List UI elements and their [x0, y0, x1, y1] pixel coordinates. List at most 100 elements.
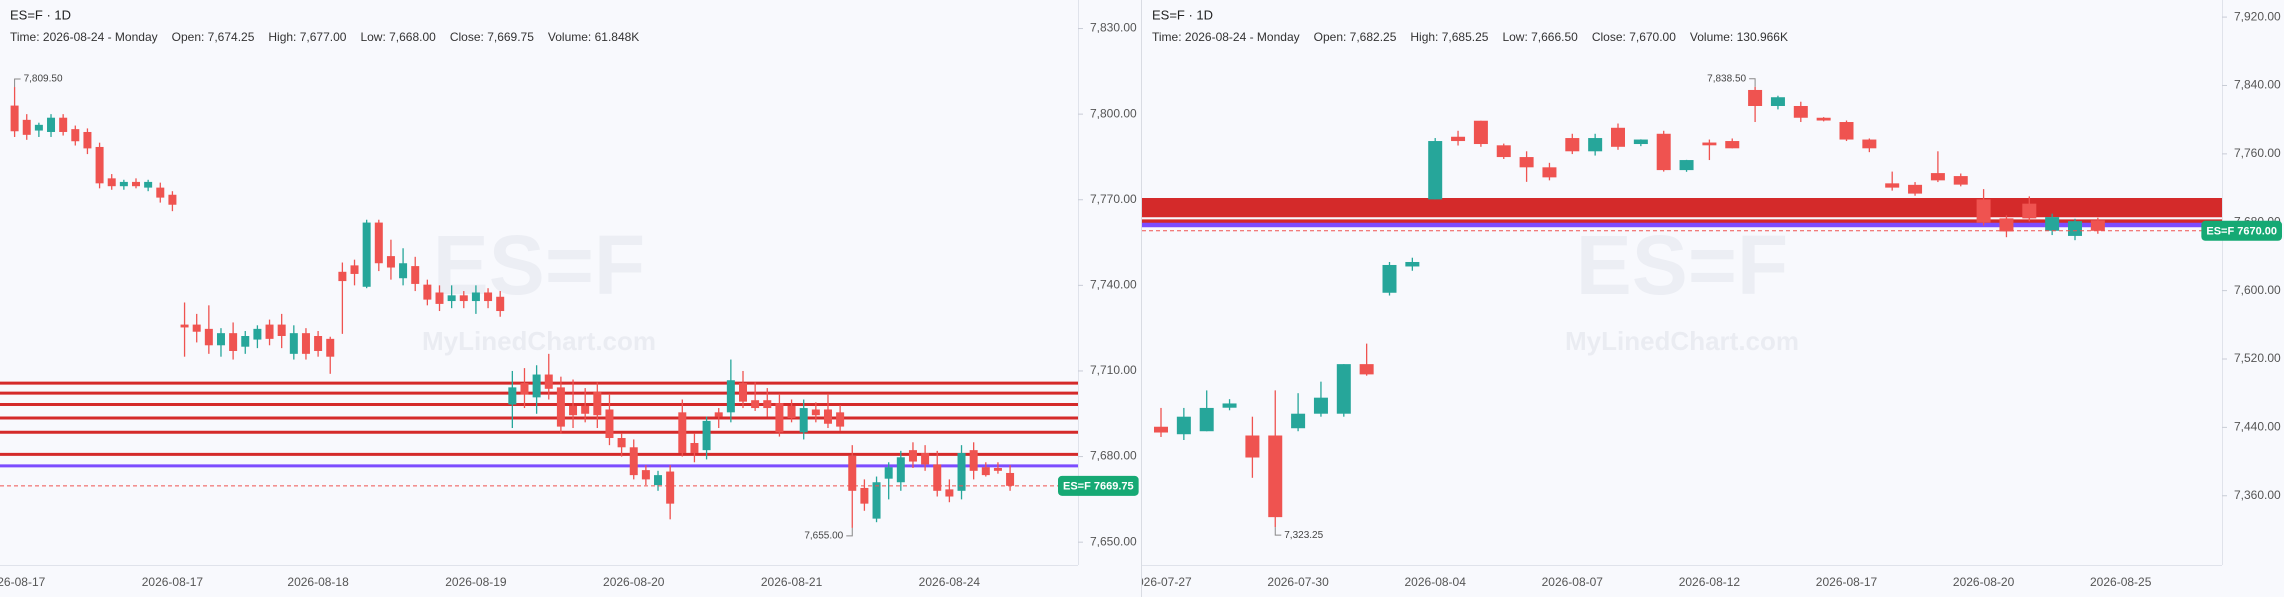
candle	[1291, 393, 1306, 432]
candle-body	[1953, 176, 1968, 185]
candle	[119, 179, 128, 190]
candle-body	[156, 187, 165, 198]
candle	[605, 393, 614, 446]
candle	[459, 291, 468, 309]
candle-body	[848, 455, 857, 491]
y-tick-label: 7,440.00	[2234, 420, 2281, 434]
candle	[1154, 407, 1168, 437]
left-chart: ES=F MyLinedChart.com 7,650.00 7,680.00 7,71…	[0, 0, 1141, 597]
candle	[1245, 416, 1260, 478]
candle	[144, 179, 153, 192]
candle-body	[119, 181, 128, 187]
candle-body	[1839, 122, 1854, 140]
candle	[471, 285, 480, 314]
candle-body	[1154, 426, 1168, 433]
candle	[1199, 390, 1214, 432]
candle	[374, 219, 383, 272]
candle	[520, 368, 529, 409]
candle-body	[1885, 183, 1900, 188]
candle-body	[1999, 218, 2014, 232]
candle-body	[981, 467, 990, 476]
candle-body	[1519, 157, 1534, 168]
candle	[156, 182, 165, 203]
candle	[775, 393, 784, 437]
candle	[411, 256, 420, 292]
candle-body	[1542, 167, 1557, 178]
candle	[617, 433, 626, 457]
candle	[1428, 138, 1443, 200]
candle	[957, 445, 966, 500]
candle-body	[739, 383, 747, 402]
candle	[216, 328, 225, 357]
candle-body	[1930, 173, 1945, 181]
candle-body	[896, 457, 905, 483]
candle-body	[957, 452, 966, 491]
candle	[1565, 133, 1580, 155]
last-price-label: ES=F 7669.75	[1063, 481, 1134, 493]
candle	[59, 114, 68, 136]
candle-body	[314, 336, 323, 351]
candle	[726, 359, 735, 423]
x-tick-label: 2026-08-25	[2090, 575, 2152, 589]
candle-body	[1748, 89, 1763, 106]
info-item: Low: 7,668.00	[360, 30, 436, 44]
candle-body	[666, 471, 675, 504]
y-tick-label: 7,840.00	[2234, 78, 2281, 92]
candle	[872, 476, 881, 523]
candle	[1176, 407, 1191, 440]
candle-body	[277, 324, 286, 337]
candle-body	[714, 412, 723, 417]
y-tick-label: 7,740.00	[1090, 278, 1137, 292]
candle-body	[2045, 217, 2060, 231]
candle-body	[1565, 138, 1580, 152]
candle-body	[993, 467, 1002, 471]
info-item: Close: 7,669.75	[450, 30, 534, 44]
candle	[326, 336, 335, 374]
candle-body	[301, 333, 310, 354]
candle-body	[496, 296, 505, 312]
x-tick-label: 2026-08-19	[445, 575, 507, 589]
candle	[751, 382, 760, 411]
candle	[132, 178, 140, 189]
candle-body	[872, 482, 881, 519]
x-tick-label: 2026-08-17	[0, 575, 46, 589]
watermark: ES=F	[433, 218, 645, 312]
candle	[1702, 139, 1717, 161]
candle-body	[326, 338, 335, 357]
candle	[921, 445, 930, 471]
candle	[1588, 133, 1603, 156]
candle-body	[1245, 435, 1260, 458]
candle	[1006, 465, 1015, 491]
candle	[1656, 130, 1671, 172]
candle	[1313, 381, 1328, 417]
candle-body	[921, 452, 930, 465]
candle-body	[823, 409, 832, 424]
candle-body	[10, 105, 19, 132]
candle-body	[411, 266, 420, 284]
candle-body	[459, 295, 468, 302]
candle-body	[1006, 472, 1015, 486]
candle	[860, 479, 869, 511]
candle-body	[71, 129, 80, 142]
x-tick-label: 2026-08-12	[1679, 575, 1741, 589]
candle-body	[763, 400, 772, 409]
candle-body	[34, 124, 43, 131]
info-item: Open: 7,674.25	[172, 30, 255, 44]
candle	[229, 322, 238, 360]
candle	[581, 388, 590, 423]
candle	[2022, 196, 2037, 222]
candle-body	[811, 409, 820, 416]
info-item: Time: 2026-08-24 - Monday	[10, 30, 158, 44]
candle-body	[1336, 364, 1351, 414]
x-tick-label: 2026-08-17	[1816, 575, 1878, 589]
candle	[386, 239, 395, 280]
candle-body	[374, 222, 383, 264]
candle-body	[1862, 139, 1877, 149]
candle-body	[22, 119, 31, 135]
y-tick-label: 7,760.00	[2234, 146, 2281, 160]
candle	[678, 399, 687, 457]
candle-body	[216, 333, 225, 346]
chart-title: ES=F · 1D	[1152, 7, 1213, 22]
candle-body	[1291, 413, 1306, 429]
annotation-label: 7,655.00	[804, 531, 843, 542]
